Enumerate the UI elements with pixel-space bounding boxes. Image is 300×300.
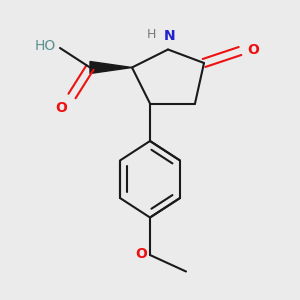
- Text: N: N: [164, 29, 175, 44]
- Text: O: O: [135, 247, 147, 260]
- Text: O: O: [56, 100, 68, 115]
- Text: HO: HO: [34, 40, 56, 53]
- Text: O: O: [248, 43, 260, 56]
- Text: H: H: [147, 28, 156, 41]
- Polygon shape: [90, 61, 132, 74]
